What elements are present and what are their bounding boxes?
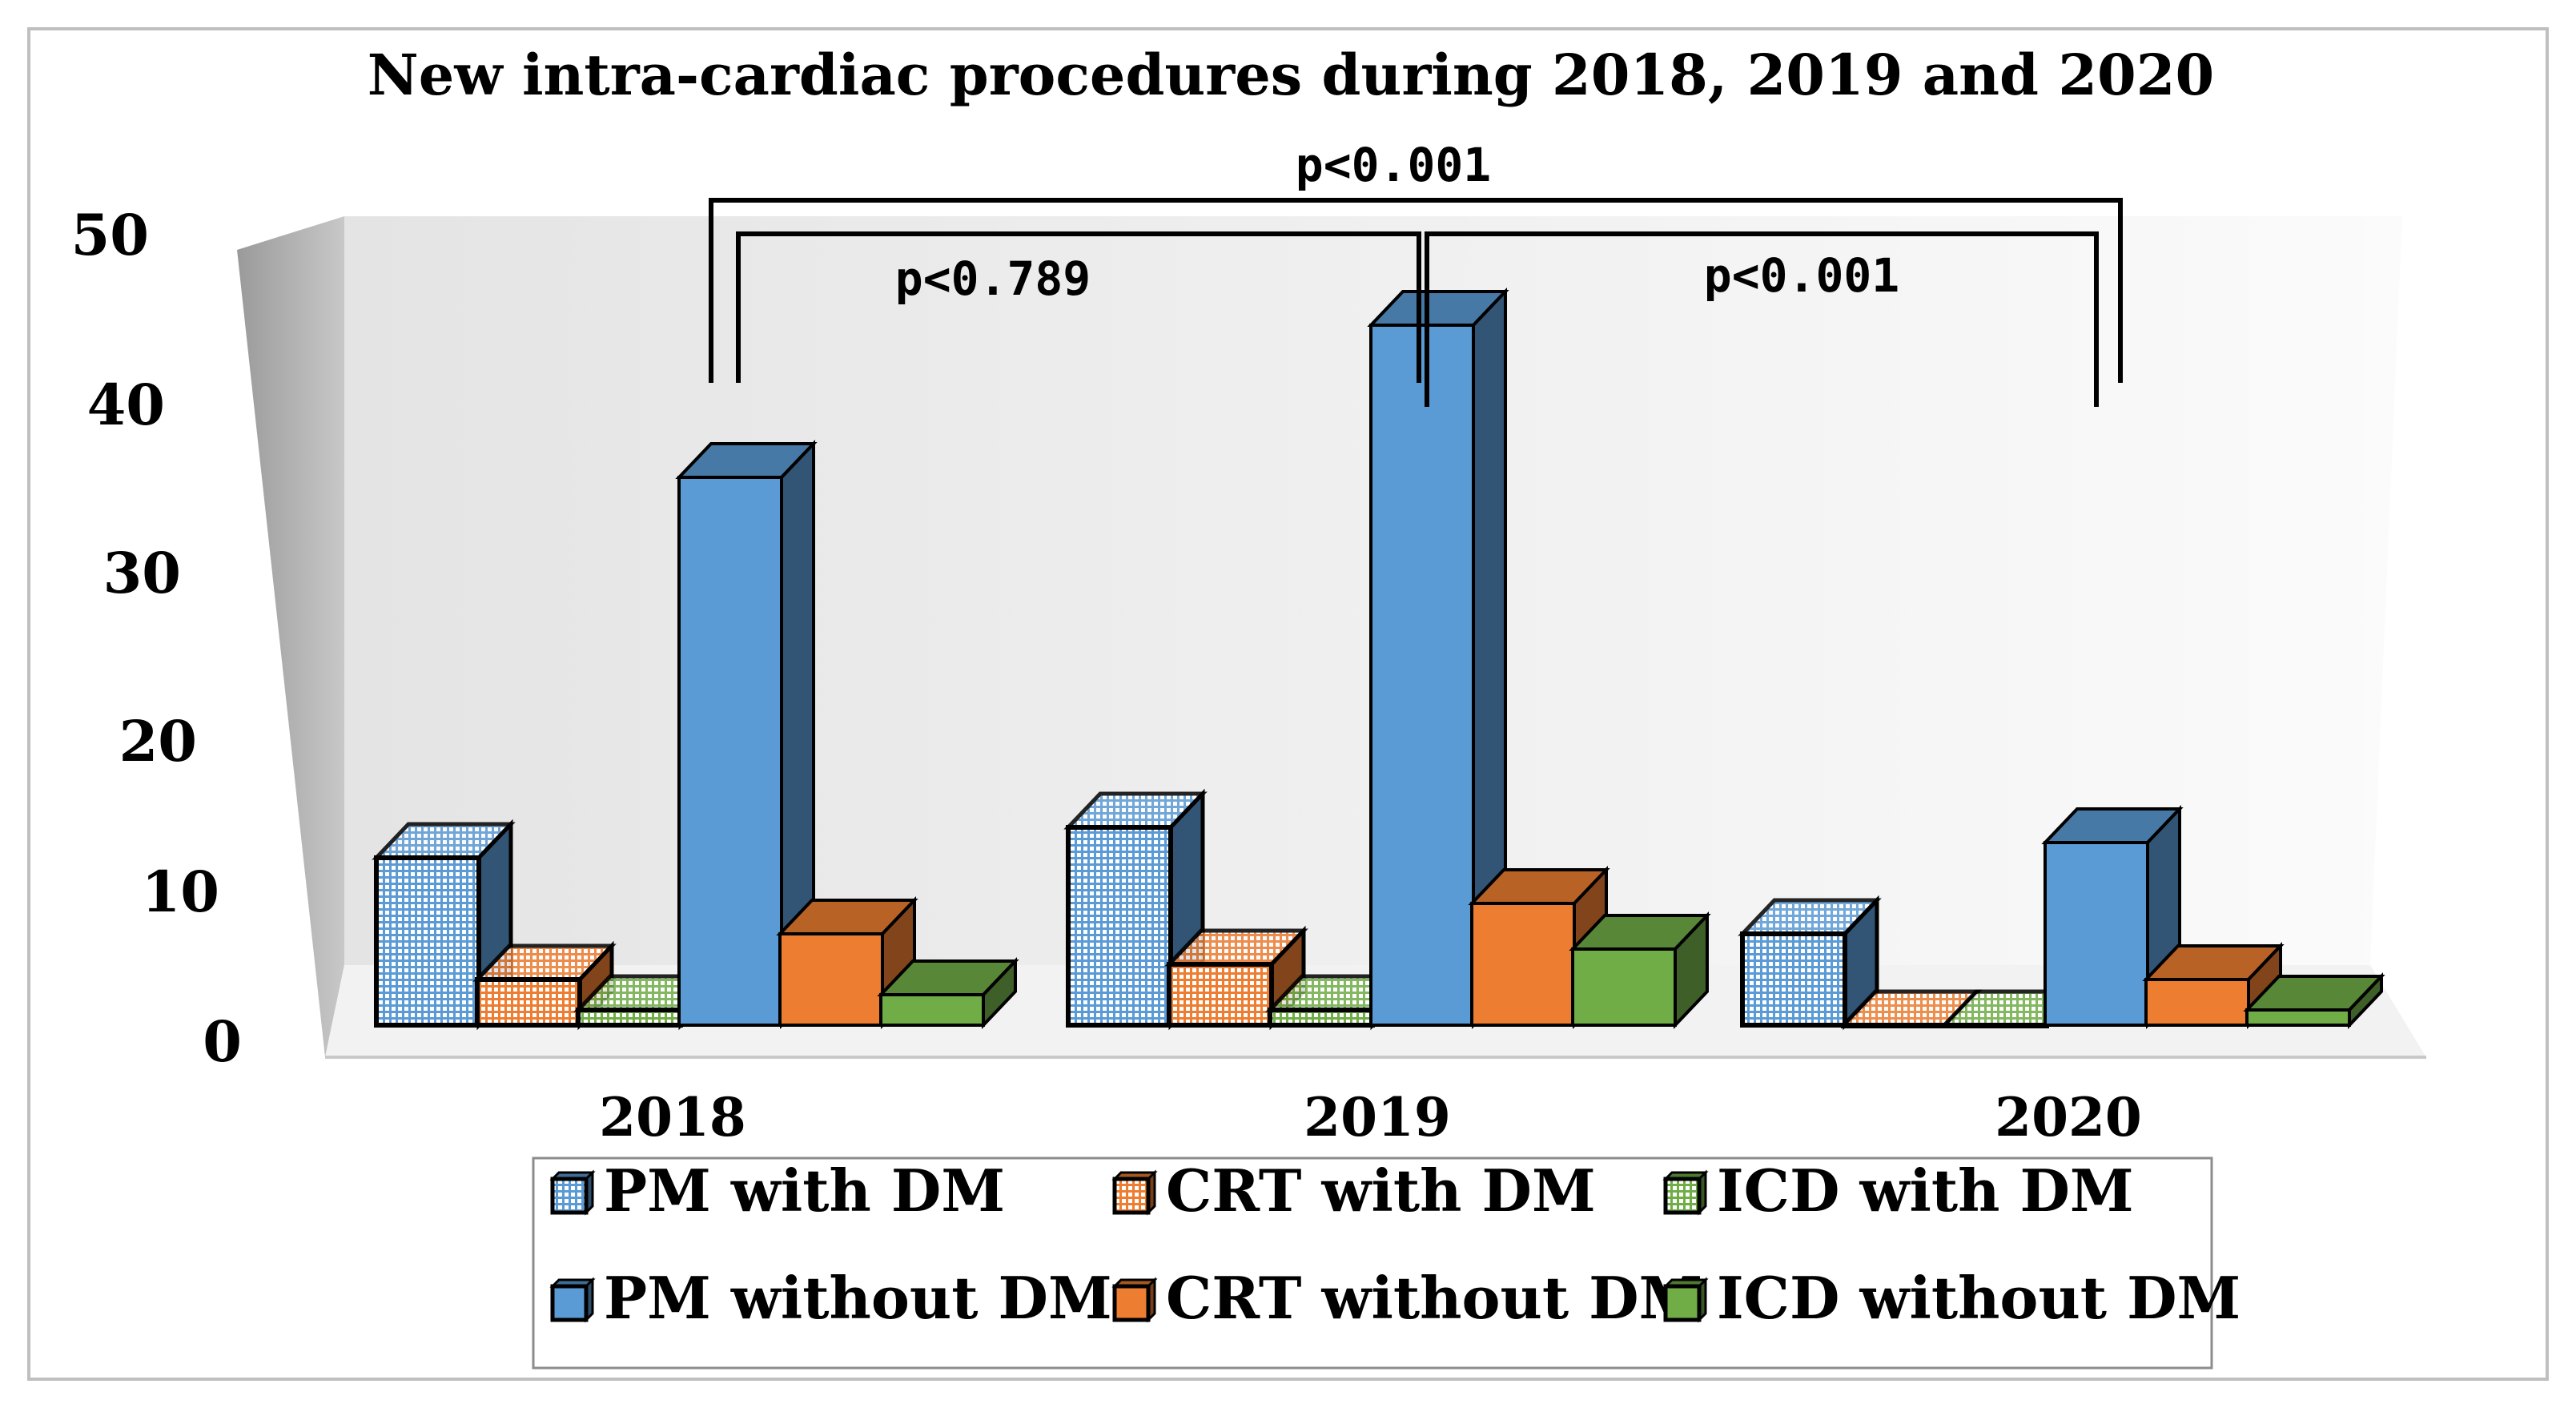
y-tick-label: 10 — [142, 859, 219, 925]
legend-label: ICD without DM — [1717, 1264, 2240, 1332]
x-axis-labels: 2018 2019 2020 — [599, 1086, 2142, 1149]
legend-item: CRT without DM — [1111, 1264, 1702, 1332]
y-tick-label: 30 — [103, 540, 181, 606]
legend-item: PM without DM — [549, 1264, 1112, 1332]
bar-front-face — [1167, 962, 1274, 1028]
bar-front-face — [2144, 978, 2250, 1027]
bar-front-face — [576, 1008, 683, 1028]
y-tick-label: 50 — [71, 202, 149, 268]
legend-item: PM with DM — [549, 1157, 1005, 1225]
bar-pm-without-dm-2020 — [2041, 805, 2184, 1029]
bar-front-face — [475, 977, 582, 1028]
p-value-label: p<0.789 — [895, 251, 1091, 306]
legend-label: CRT without DM — [1166, 1264, 1702, 1332]
bar-crt-with-dm-2019 — [1164, 925, 1308, 1031]
legend-label: ICD with DM — [1717, 1157, 2134, 1225]
legend-swatch — [1112, 1284, 1151, 1322]
bracket-line — [1425, 231, 2099, 407]
legend-swatch — [1663, 1177, 1702, 1215]
bar-front-face — [778, 932, 884, 1027]
bar-front-face — [1470, 902, 1576, 1027]
bracket-line — [709, 198, 2123, 383]
bracket-line — [736, 231, 1421, 383]
bar-front-face — [1841, 1023, 1948, 1028]
legend-item: ICD without DM — [1662, 1264, 2240, 1332]
legend-label: PM with DM — [604, 1157, 1005, 1225]
bar-front-face — [677, 476, 783, 1027]
y-tick-label: 20 — [119, 708, 197, 774]
legend-label: CRT with DM — [1166, 1157, 1596, 1225]
bar-crt-without-dm-2020 — [2142, 942, 2285, 1029]
bar-front-face — [1369, 324, 1475, 1027]
x-tick-label: 2019 — [1304, 1086, 1451, 1149]
p-value-label: p<0.001 — [1704, 248, 1899, 303]
bar-icd-without-dm-2018 — [877, 957, 1019, 1029]
bar-pm-with-dm-2020 — [1738, 895, 1882, 1031]
bar-front-face — [1571, 947, 1677, 1027]
bar-front-face — [374, 855, 481, 1028]
legend-swatch — [1112, 1177, 1151, 1215]
x-tick-label: 2018 — [599, 1086, 746, 1149]
side-wall — [237, 216, 344, 1057]
bar-front-face — [2245, 1008, 2351, 1027]
y-tick-label: 40 — [87, 372, 165, 438]
bar-icd-without-dm-2019 — [1569, 911, 1711, 1029]
significance-brackets: p<0.001 p<0.789 p<0.001 — [709, 138, 2123, 407]
bar-front-face — [1268, 1008, 1375, 1028]
chart-title: New intra-cardiac procedures during 2018… — [368, 42, 2214, 108]
legend-label: PM without DM — [604, 1264, 1112, 1332]
bar-icd-without-dm-2020 — [2243, 972, 2385, 1029]
significance-bracket: p<0.001 — [1425, 231, 2099, 407]
bar-pm-without-dm-2019 — [1367, 288, 1509, 1029]
legend-swatch — [1663, 1284, 1702, 1322]
bar-front-face — [1942, 1023, 2049, 1028]
legend-swatch — [550, 1284, 589, 1322]
y-axis-ticks: 0 10 20 30 40 50 — [71, 202, 242, 1075]
x-tick-label: 2020 — [1995, 1086, 2142, 1149]
p-value-label: p<0.001 — [1296, 138, 1491, 192]
y-tick-label: 0 — [203, 1008, 242, 1075]
bar-front-face — [1066, 825, 1173, 1028]
legend-item: ICD with DM — [1662, 1157, 2134, 1225]
legend: PM with DM CRT with DM ICD with DM PM witho… — [549, 1157, 2240, 1332]
bar-front-face — [2044, 841, 2149, 1027]
bar-front-face — [879, 993, 985, 1027]
legend-item: CRT with DM — [1111, 1157, 1596, 1225]
legend-box — [532, 1157, 2213, 1370]
bars — [372, 288, 2385, 1031]
significance-bracket: p<0.789 — [736, 231, 1421, 383]
bar-front-face — [1740, 931, 1847, 1028]
legend-swatch — [550, 1177, 589, 1215]
significance-bracket: p<0.001 — [709, 138, 2123, 383]
bar-crt-with-dm-2018 — [472, 940, 617, 1031]
